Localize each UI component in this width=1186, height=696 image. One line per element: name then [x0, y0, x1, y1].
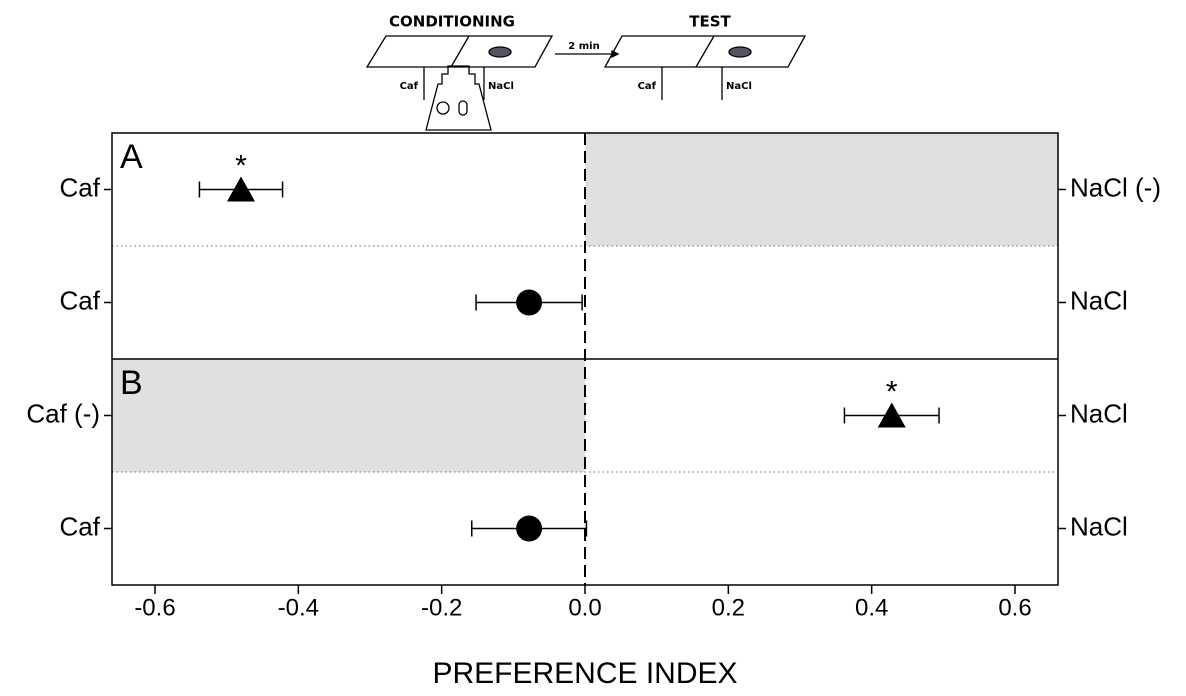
x-tick-label: -0.4 [278, 594, 319, 621]
right-label: NaCl [1070, 511, 1128, 541]
icon [436, 101, 450, 115]
left-label: Caf [60, 511, 101, 541]
x-tick-label: 0.6 [998, 594, 1031, 621]
arena-divider [695, 35, 715, 68]
point [516, 289, 543, 316]
insect [488, 46, 512, 58]
diagram-label: Caf [400, 81, 419, 92]
diagram-label: Caf [638, 81, 657, 92]
right-label: NaCl (-) [1070, 172, 1161, 202]
arena [365, 35, 554, 68]
right-label: NaCl [1070, 398, 1128, 428]
diagram-title: TEST [689, 13, 731, 31]
right-label: NaCl [1070, 285, 1128, 315]
significance: * [886, 375, 898, 408]
point [516, 515, 543, 542]
stimulator [425, 65, 492, 131]
diagram-label: NaCl [488, 81, 514, 92]
interval-label: 2 min [568, 41, 599, 52]
point [877, 402, 906, 428]
shaded-region [585, 133, 1058, 246]
panel-label: A [120, 138, 143, 176]
insect [728, 46, 752, 58]
arena-divider [450, 35, 470, 68]
plot: A B -0.6 -0.4 -0.2 0.0 0.2 0.4 0.6 Caf NaCl (-) * Ca… [26, 132, 1161, 621]
x-tick-label: 0.2 [712, 594, 745, 621]
setup-diagram [365, 35, 807, 131]
left-label: Caf [60, 172, 101, 202]
panel-label: B [120, 364, 143, 402]
point [227, 176, 255, 202]
x-tick-label: 0.0 [568, 594, 601, 621]
diagram-label: NaCl [726, 81, 752, 92]
arena [603, 35, 807, 68]
x-tick-label: -0.6 [134, 594, 175, 621]
left-label: Caf (-) [26, 398, 100, 428]
x-tick-label: -0.2 [421, 594, 462, 621]
left-label: Caf [60, 285, 101, 315]
arrow-head [611, 49, 620, 59]
diagram-title: CONDITIONING [389, 13, 515, 31]
x-axis-label: PREFERENCE INDEX [432, 657, 737, 690]
significance: * [235, 149, 247, 182]
shaded-region [112, 359, 585, 472]
icon [458, 100, 468, 116]
x-tick-label: 0.4 [855, 594, 888, 621]
